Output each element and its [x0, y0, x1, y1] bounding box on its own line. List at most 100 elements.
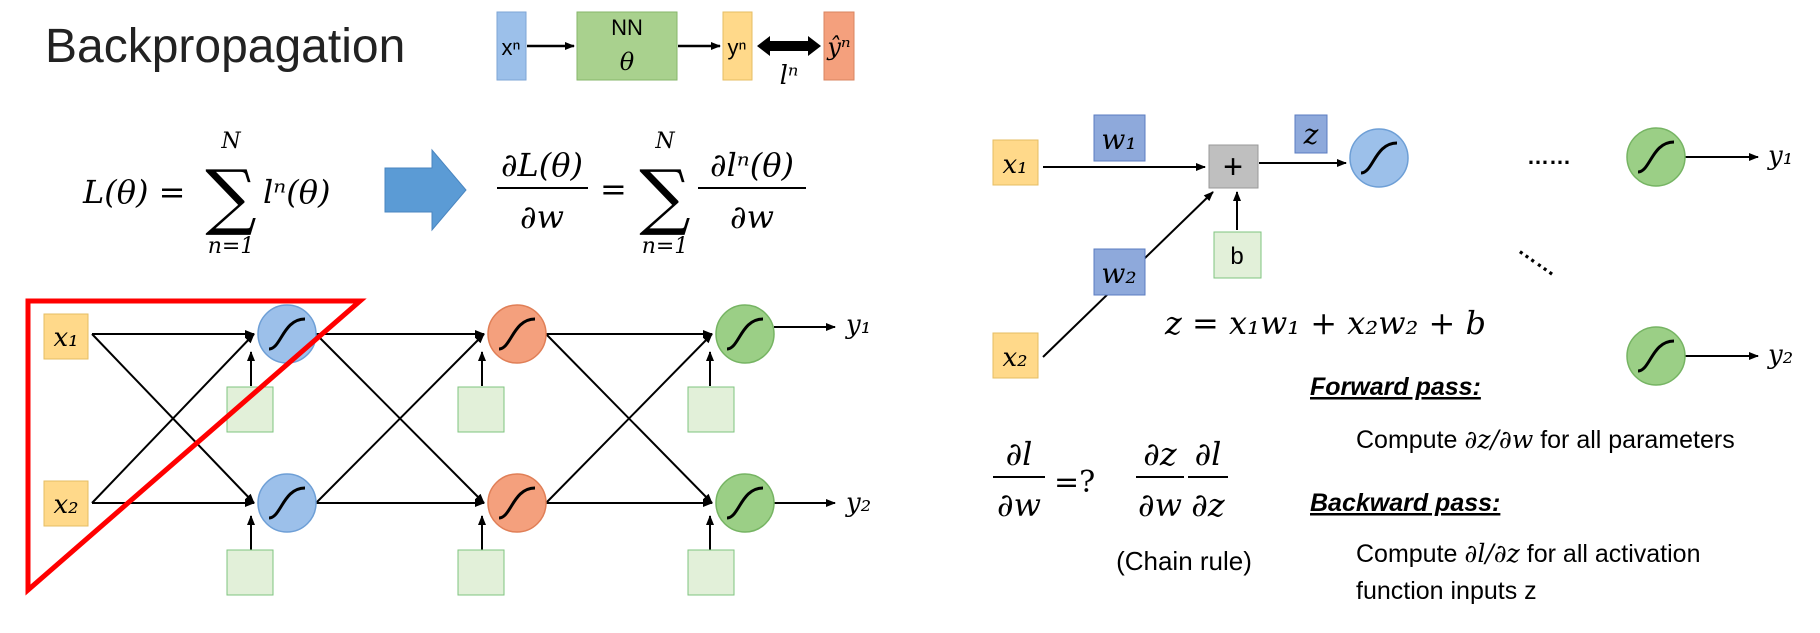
- grad-numerator: ∂L(θ): [501, 146, 583, 184]
- neuron-detail-diagram: x₁ x₂ w₁ w₂ + z b …… …… y₁ y₂ z = x₁w₁ +…: [992, 114, 1793, 386]
- grad-denominator: ∂w: [520, 198, 564, 236]
- sigmoid-icon: [498, 317, 536, 351]
- net-input-x1-box: [43, 313, 89, 360]
- sigmoid-icon: [268, 486, 306, 520]
- sigmoid-icon: [726, 486, 764, 520]
- nn-box-param: θ: [620, 48, 635, 76]
- sum-2-sigma: ∑: [639, 154, 690, 238]
- sigmoid-icon: [1637, 140, 1675, 174]
- weight-w1-label: w₁: [1101, 123, 1136, 156]
- net-input-x2-box: [43, 480, 89, 527]
- sum-2-top: N: [654, 129, 675, 154]
- detail-output-y1-label: y₁: [1767, 141, 1793, 171]
- sum-2-bottom: n=1: [642, 234, 689, 259]
- sigmoid-icon: [498, 486, 536, 520]
- bias-box: [226, 549, 274, 596]
- neuron: [487, 473, 547, 533]
- summation-symbol: +: [1223, 148, 1243, 186]
- bias-b-label: b: [1230, 243, 1243, 270]
- forward-pass-section: Forward pass: Compute ∂z/∂w for all para…: [1310, 373, 1735, 454]
- sigmoid-icon: [268, 317, 306, 351]
- grad-term-numerator: ∂lⁿ(θ): [710, 146, 794, 184]
- output-box: [722, 11, 753, 81]
- sum-1-sigma: ∑: [205, 154, 256, 238]
- loss-lhs: L(θ) =: [82, 173, 185, 211]
- output-neuron-2: [1626, 326, 1686, 386]
- nn-box: [576, 11, 678, 81]
- backward-pass-text-line2: function inputs z: [1356, 577, 1537, 605]
- neuron-layer-2: [487, 304, 547, 533]
- net-input-x1-label: x₁: [53, 323, 78, 353]
- input-box-label: xⁿ: [501, 35, 520, 60]
- output-box-label: yⁿ: [727, 35, 746, 60]
- network-connections: [91, 323, 836, 550]
- activation-neuron: [1349, 128, 1409, 188]
- backward-pass-heading: Backward pass:: [1310, 489, 1500, 517]
- forward-pass-heading: Forward pass:: [1310, 373, 1481, 401]
- query-symbol: =?: [1054, 465, 1095, 500]
- neuron: [487, 304, 547, 364]
- bias-box: [457, 549, 505, 596]
- net-output-y1-label: y₁: [845, 310, 871, 340]
- sum-1-bottom: n=1: [208, 234, 255, 259]
- neuron-equation: z = x₁w₁ + x₂w₂ + b: [1164, 304, 1486, 342]
- dl-denominator: ∂w: [997, 486, 1041, 524]
- dl-numerator: ∂l: [1006, 435, 1033, 473]
- highlight-triangle: [25, 298, 367, 596]
- sigmoid-icon: [1360, 141, 1398, 175]
- detail-input-x2-box: [992, 332, 1039, 379]
- z-box: [1294, 114, 1328, 154]
- net-input-x2-label: x₂: [53, 490, 78, 520]
- neuron-layer-1: [257, 304, 317, 533]
- backward-pass-section: Backward pass: Compute ∂l/∂z for all act…: [1310, 489, 1700, 605]
- page-title: Backpropagation: [45, 20, 405, 73]
- target-box: [823, 11, 855, 81]
- diagonal-ellipsis: ……: [1514, 235, 1564, 281]
- bias-box: [687, 386, 735, 433]
- grad-equals: =: [600, 170, 627, 208]
- neuron: [715, 304, 775, 364]
- network-diagram: x₁ x₂ y₁ y₂: [25, 298, 871, 596]
- net-output-y2-label: y₂: [845, 488, 871, 518]
- neuron: [257, 304, 317, 364]
- header-diagram: xⁿ NN θ yⁿ ŷⁿ lⁿ: [496, 11, 855, 91]
- loss-label: lⁿ: [780, 61, 799, 91]
- dl-dz-numerator: ∂l: [1195, 435, 1222, 473]
- summation-box: [1208, 144, 1259, 189]
- bias-box: [687, 549, 735, 596]
- dz-numerator: ∂z: [1143, 435, 1178, 473]
- bias-box: [457, 386, 505, 433]
- detail-input-x1-box: [992, 139, 1039, 186]
- detail-input-x2-label: x₂: [1002, 343, 1027, 373]
- input-box: [496, 11, 527, 81]
- loss-double-arrow: [757, 36, 821, 56]
- forward-pass-text: Compute ∂z/∂w for all parameters: [1356, 425, 1735, 454]
- dl-dz-denominator: ∂z: [1191, 486, 1226, 524]
- neuron: [257, 473, 317, 533]
- detail-input-x1-label: x₁: [1002, 150, 1027, 180]
- horizontal-ellipsis: ……: [1527, 144, 1571, 169]
- loss-rhs: lⁿ(θ): [263, 173, 330, 211]
- detail-output-y2-label: y₂: [1767, 340, 1793, 370]
- nn-box-label: NN: [611, 15, 643, 40]
- chain-rule-label: (Chain rule): [1116, 546, 1252, 576]
- sigmoid-icon: [1637, 339, 1675, 373]
- gradient-equation: ∂L(θ) ∂w = N ∑ n=1 ∂lⁿ(θ) ∂w: [497, 129, 806, 259]
- weight-w2-box: [1093, 248, 1146, 296]
- neuron-layer-3: [715, 304, 775, 533]
- implies-arrow: [384, 148, 467, 232]
- weight-w1-box: [1093, 114, 1146, 162]
- weight-w2-label: w₂: [1101, 257, 1136, 290]
- neuron: [715, 473, 775, 533]
- backward-pass-text: Compute ∂l/∂z for all activation: [1356, 539, 1700, 568]
- chain-rule-equation: ∂l ∂w =? ∂z ∂w ∂l ∂z (Chain rule): [993, 435, 1252, 576]
- output-neuron-1: [1626, 127, 1686, 187]
- target-box-label: ŷⁿ: [826, 33, 850, 61]
- loss-equation: L(θ) = N ∑ n=1 lⁿ(θ): [82, 129, 330, 259]
- bias-b-box: [1213, 231, 1262, 279]
- sum-1-top: N: [220, 129, 241, 154]
- z-label: z: [1303, 118, 1319, 151]
- sigmoid-icon: [726, 317, 764, 351]
- grad-term-denominator: ∂w: [730, 198, 774, 236]
